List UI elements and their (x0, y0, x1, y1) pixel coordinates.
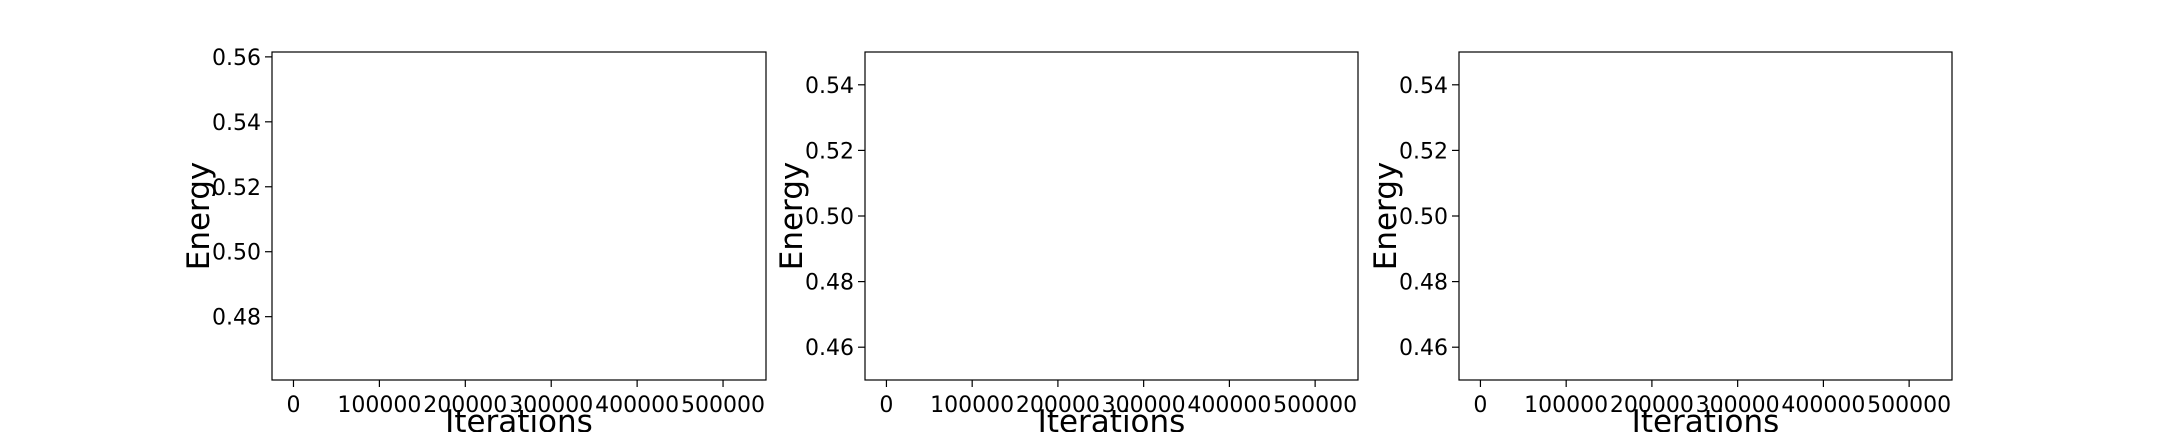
axes-frame (864, 51, 1359, 381)
y-axis-label: Energy (181, 162, 217, 271)
x-tick-label: 300000 (509, 393, 593, 418)
subplot-1: 0 100000 200000 300000 400000 500000 0.48 0.50 0… (181, 46, 767, 432)
axes-frame (1458, 51, 1953, 381)
y-axis-label: Energy (1368, 162, 1404, 271)
x-axis-label: Iterations (1038, 404, 1186, 432)
x-tick-label: 0 (286, 393, 300, 418)
y-tick-label: 0.54 (805, 74, 854, 99)
y-tick-label: 0.48 (1399, 271, 1448, 296)
x-tick-label: 500000 (1867, 393, 1951, 418)
x-tick-label: 0 (1473, 393, 1487, 418)
x-tick-label: 200000 (423, 393, 507, 418)
x-axis-label: Iterations (1632, 404, 1780, 432)
y-tick-label: 0.52 (212, 176, 261, 201)
y-tick-label: 0.56 (212, 46, 261, 71)
y-tick-label: 0.48 (212, 306, 261, 331)
x-tick-label: 400000 (1187, 393, 1271, 418)
y-tick-label: 0.48 (805, 271, 854, 296)
x-tick-label: 400000 (595, 393, 679, 418)
y-tick-label: 0.46 (805, 336, 854, 361)
y-axis-label: Energy (774, 162, 810, 271)
y-tick-label: 0.52 (805, 139, 854, 164)
x-tick-label: 500000 (681, 393, 765, 418)
y-tick-label: 0.52 (1399, 139, 1448, 164)
x-tick-label: 400000 (1781, 393, 1865, 418)
x-tick-label: 300000 (1102, 393, 1186, 418)
y-tick-label: 0.54 (1399, 74, 1448, 99)
x-tick-label: 200000 (1610, 393, 1694, 418)
y-tick-label: 0.50 (1399, 205, 1448, 230)
x-tick-label: 0 (879, 393, 893, 418)
x-tick-label: 500000 (1273, 393, 1357, 418)
y-tick-label: 0.54 (212, 111, 261, 136)
subplot-3: 0 100000 200000 300000 400000 500000 0.46 0.48 0… (1368, 51, 1953, 432)
subplot-2: 0 100000 200000 300000 400000 500000 0.46 0.48 0… (774, 51, 1359, 432)
x-axis-label: Iterations (445, 404, 593, 432)
x-tick-label: 100000 (1524, 393, 1608, 418)
x-tick-label: 300000 (1696, 393, 1780, 418)
x-tick-label: 100000 (337, 393, 421, 418)
y-tick-label: 0.50 (212, 241, 261, 266)
x-tick-label: 200000 (1016, 393, 1100, 418)
y-tick-label: 0.46 (1399, 336, 1448, 361)
axes-frame (271, 51, 767, 381)
y-tick-label: 0.50 (805, 205, 854, 230)
x-tick-label: 100000 (930, 393, 1014, 418)
